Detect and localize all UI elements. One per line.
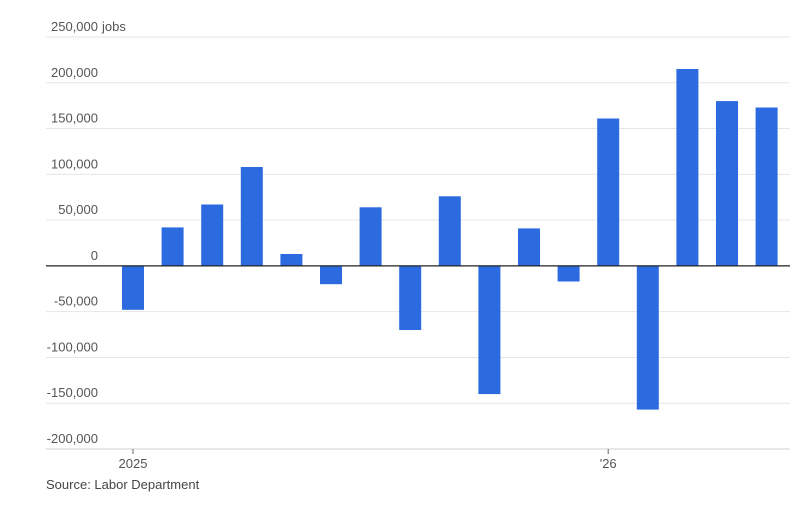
bar-apr-2025 — [240, 167, 263, 266]
y-axis-unit-label: jobs — [101, 19, 126, 34]
bar-feb-2025 — [161, 227, 184, 266]
bar-jul-2025 — [359, 207, 382, 266]
x-axis-tick-labels: 2025 '26 — [119, 449, 617, 471]
x-tick-label-0: 2025 — [119, 456, 148, 471]
bar-dec-2025 — [557, 265, 580, 282]
bar-jan-2025 — [122, 265, 144, 310]
y-tick-label-0: 250,000 — [51, 19, 98, 34]
y-tick-label-4: 50,000 — [58, 202, 98, 217]
y-tick-label-6: -50,000 — [54, 294, 98, 309]
bars — [122, 69, 778, 410]
y-tick-label-1: 200,000 — [51, 65, 98, 80]
x-tick-label-1: '26 — [600, 456, 617, 471]
bar-feb-2026 — [636, 265, 659, 410]
y-tick-label-7: -100,000 — [47, 339, 98, 354]
bar-may-2026 — [755, 107, 778, 266]
bar-may-2025 — [280, 254, 303, 266]
y-axis-tick-labels: jobs 250,000 200,000 150,000 100,000 50,000 0… — [47, 19, 127, 446]
bar-sep-2025 — [438, 196, 461, 266]
bar-apr-2026 — [716, 101, 738, 266]
bar-nov-2025 — [518, 228, 540, 266]
y-tick-label-3: 100,000 — [51, 156, 98, 171]
y-tick-label-8: -150,000 — [47, 385, 98, 400]
source-note: Source: Labor Department — [46, 477, 200, 492]
bar-aug-2025 — [399, 265, 422, 330]
y-tick-label-9: -200,000 — [47, 431, 98, 446]
y-tick-label-5: 0 — [91, 248, 98, 263]
bar-jun-2025 — [320, 265, 342, 285]
bar-oct-2025 — [478, 265, 501, 395]
bar-mar-2025 — [201, 204, 224, 266]
y-tick-label-2: 150,000 — [51, 111, 98, 126]
bar-mar-2026 — [676, 69, 699, 266]
bar-jan-2026 — [597, 118, 620, 266]
axes — [46, 265, 790, 450]
